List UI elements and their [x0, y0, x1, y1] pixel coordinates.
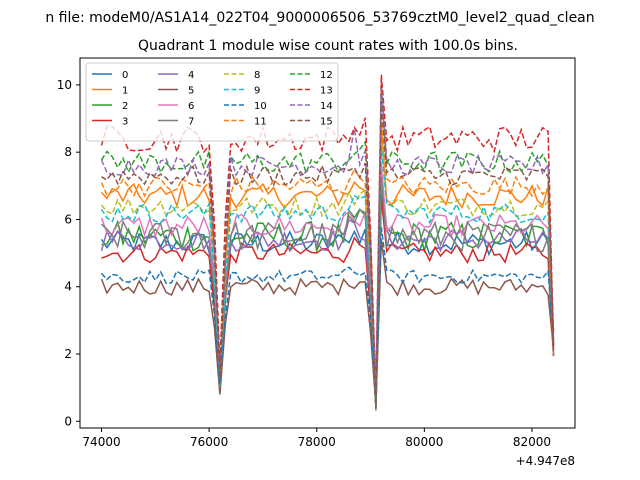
x-tick-label: 76000 — [190, 435, 228, 449]
legend-label-3: 3 — [122, 117, 128, 128]
x-tick-label: 82000 — [513, 435, 551, 449]
legend-label-10: 10 — [254, 101, 267, 112]
legend-label-9: 9 — [254, 86, 260, 97]
legend-label-5: 5 — [188, 86, 194, 97]
x-axis: 74000 76000 78000 80000 82000 — [82, 428, 551, 449]
legend-label-15: 15 — [320, 117, 333, 128]
chart-title: Quadrant 1 module wise count rates with … — [138, 38, 518, 54]
legend-box — [85, 62, 339, 142]
legend-label-12: 12 — [320, 70, 333, 81]
x-tick-label: 74000 — [82, 435, 120, 449]
y-axis: 0 2 4 6 8 10 — [57, 78, 80, 428]
legend-label-2: 2 — [122, 101, 128, 112]
y-tick-label: 4 — [64, 280, 72, 294]
plot-frame — [79, 57, 576, 429]
legend-label-1: 1 — [122, 86, 128, 97]
series-line-15 — [101, 100, 555, 409]
y-tick-label: 2 — [64, 347, 72, 361]
series-line-2 — [101, 176, 555, 398]
series-line-7 — [100, 176, 555, 411]
series-line-5 — [100, 239, 555, 407]
legend-label-14: 14 — [320, 101, 333, 112]
series-line-9 — [100, 147, 555, 409]
figure-suptitle: n file: modeM0/AS1A14_022T04_9000006506_… — [45, 10, 594, 26]
legend-label-6: 6 — [188, 101, 194, 112]
series-line-14 — [100, 88, 555, 393]
x-offset-label: +4.947e8 — [516, 454, 575, 468]
legend-label-4: 4 — [188, 70, 194, 81]
legend-label-8: 8 — [254, 70, 260, 81]
legend-label-13: 13 — [320, 86, 333, 97]
legend-label-0: 0 — [122, 70, 128, 81]
y-tick-label: 0 — [64, 414, 72, 428]
series-line-11 — [100, 113, 555, 404]
x-tick-label: 78000 — [298, 435, 336, 449]
x-tick-label: 80000 — [405, 435, 443, 449]
legend-label-7: 7 — [188, 117, 194, 128]
series-line-10 — [100, 226, 555, 402]
y-tick-label: 6 — [64, 212, 72, 226]
y-tick-label: 10 — [57, 78, 72, 92]
series-line-6 — [100, 163, 555, 400]
series-line-4 — [100, 180, 555, 400]
legend-label-11: 11 — [254, 117, 267, 128]
y-tick-label: 8 — [64, 145, 72, 159]
series-line-8 — [100, 138, 555, 401]
